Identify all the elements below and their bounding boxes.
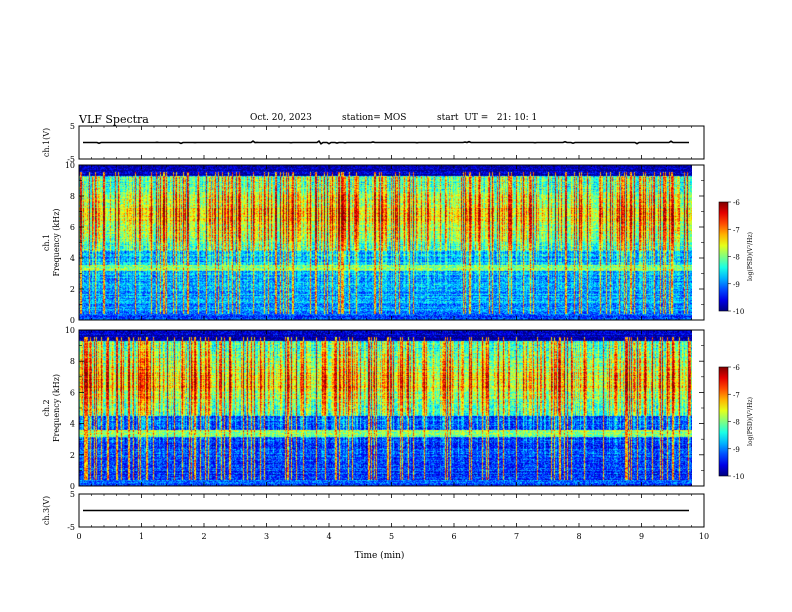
y-tick-label: 2	[70, 285, 75, 294]
colorbar-tick-label: -6	[733, 199, 740, 207]
x-axis-label: Time (min)	[355, 550, 405, 561]
waveform-trace	[83, 139, 689, 145]
y-tick-label: 4	[70, 420, 75, 429]
colorbar	[718, 366, 729, 477]
y-tick-label: 10	[65, 326, 75, 335]
figure-title: VLF Spectra	[79, 113, 149, 126]
y-tick-label: -5	[67, 523, 75, 532]
y-tick-label: -5	[67, 155, 75, 164]
y-tick-label: 5	[70, 490, 75, 499]
y-tick-label: 2	[70, 451, 75, 460]
colorbar-tick-label: -7	[733, 391, 740, 399]
colorbar-label: log(PSD)(V²/Hz)	[747, 232, 754, 281]
channel-label: ch.2	[42, 399, 51, 416]
spectrogram-image	[79, 165, 692, 320]
x-tick-label: 4	[326, 532, 331, 541]
y-axis-label: Frequency (kHz)	[52, 208, 61, 276]
waveform-y-label: ch.1(V)	[42, 128, 51, 157]
y-tick-label: 6	[70, 388, 75, 397]
y-axis-label: Frequency (kHz)	[52, 374, 61, 442]
colorbar-tick-label: -7	[733, 226, 740, 234]
waveform-y-label: ch.3(V)	[42, 496, 51, 525]
y-tick-label: 5	[70, 122, 75, 131]
x-tick-label: 8	[576, 532, 581, 541]
x-tick-label: 2	[201, 532, 206, 541]
colorbar-tick-label: -10	[733, 308, 744, 316]
x-tick-label: 1	[139, 532, 144, 541]
y-tick-label: 0	[70, 482, 75, 491]
y-tick-label: 8	[70, 357, 75, 366]
y-tick-label: 4	[70, 254, 75, 263]
colorbar-tick-label: -8	[733, 419, 740, 427]
x-tick-label: 0	[76, 532, 81, 541]
y-tick-label: 0	[70, 316, 75, 325]
y-tick-label: 6	[70, 223, 75, 232]
date-label: Oct. 20, 2023	[250, 113, 312, 123]
start-time-label: start UT = 21: 10: 1	[437, 113, 538, 123]
colorbar-tick-label: -9	[733, 446, 740, 454]
spectrogram-image	[79, 330, 692, 486]
x-tick-label: 7	[514, 532, 519, 541]
colorbar-tick-label: -10	[733, 473, 744, 481]
channel-label: ch.1	[42, 234, 51, 251]
colorbar	[718, 201, 729, 312]
x-tick-label: 10	[699, 532, 709, 541]
y-tick-label: 8	[70, 192, 75, 201]
x-tick-label: 9	[639, 532, 644, 541]
x-tick-label: 6	[451, 532, 456, 541]
colorbar-tick-label: -9	[733, 281, 740, 289]
x-tick-label: 5	[389, 532, 394, 541]
colorbar-tick-label: -8	[733, 254, 740, 262]
x-tick-label: 3	[264, 532, 269, 541]
colorbar-label: log(PSD)(V²/Hz)	[747, 397, 754, 446]
y-tick-label: 10	[65, 161, 75, 170]
colorbar-tick-label: -6	[733, 364, 740, 372]
station-label: station= MOS	[342, 113, 407, 123]
